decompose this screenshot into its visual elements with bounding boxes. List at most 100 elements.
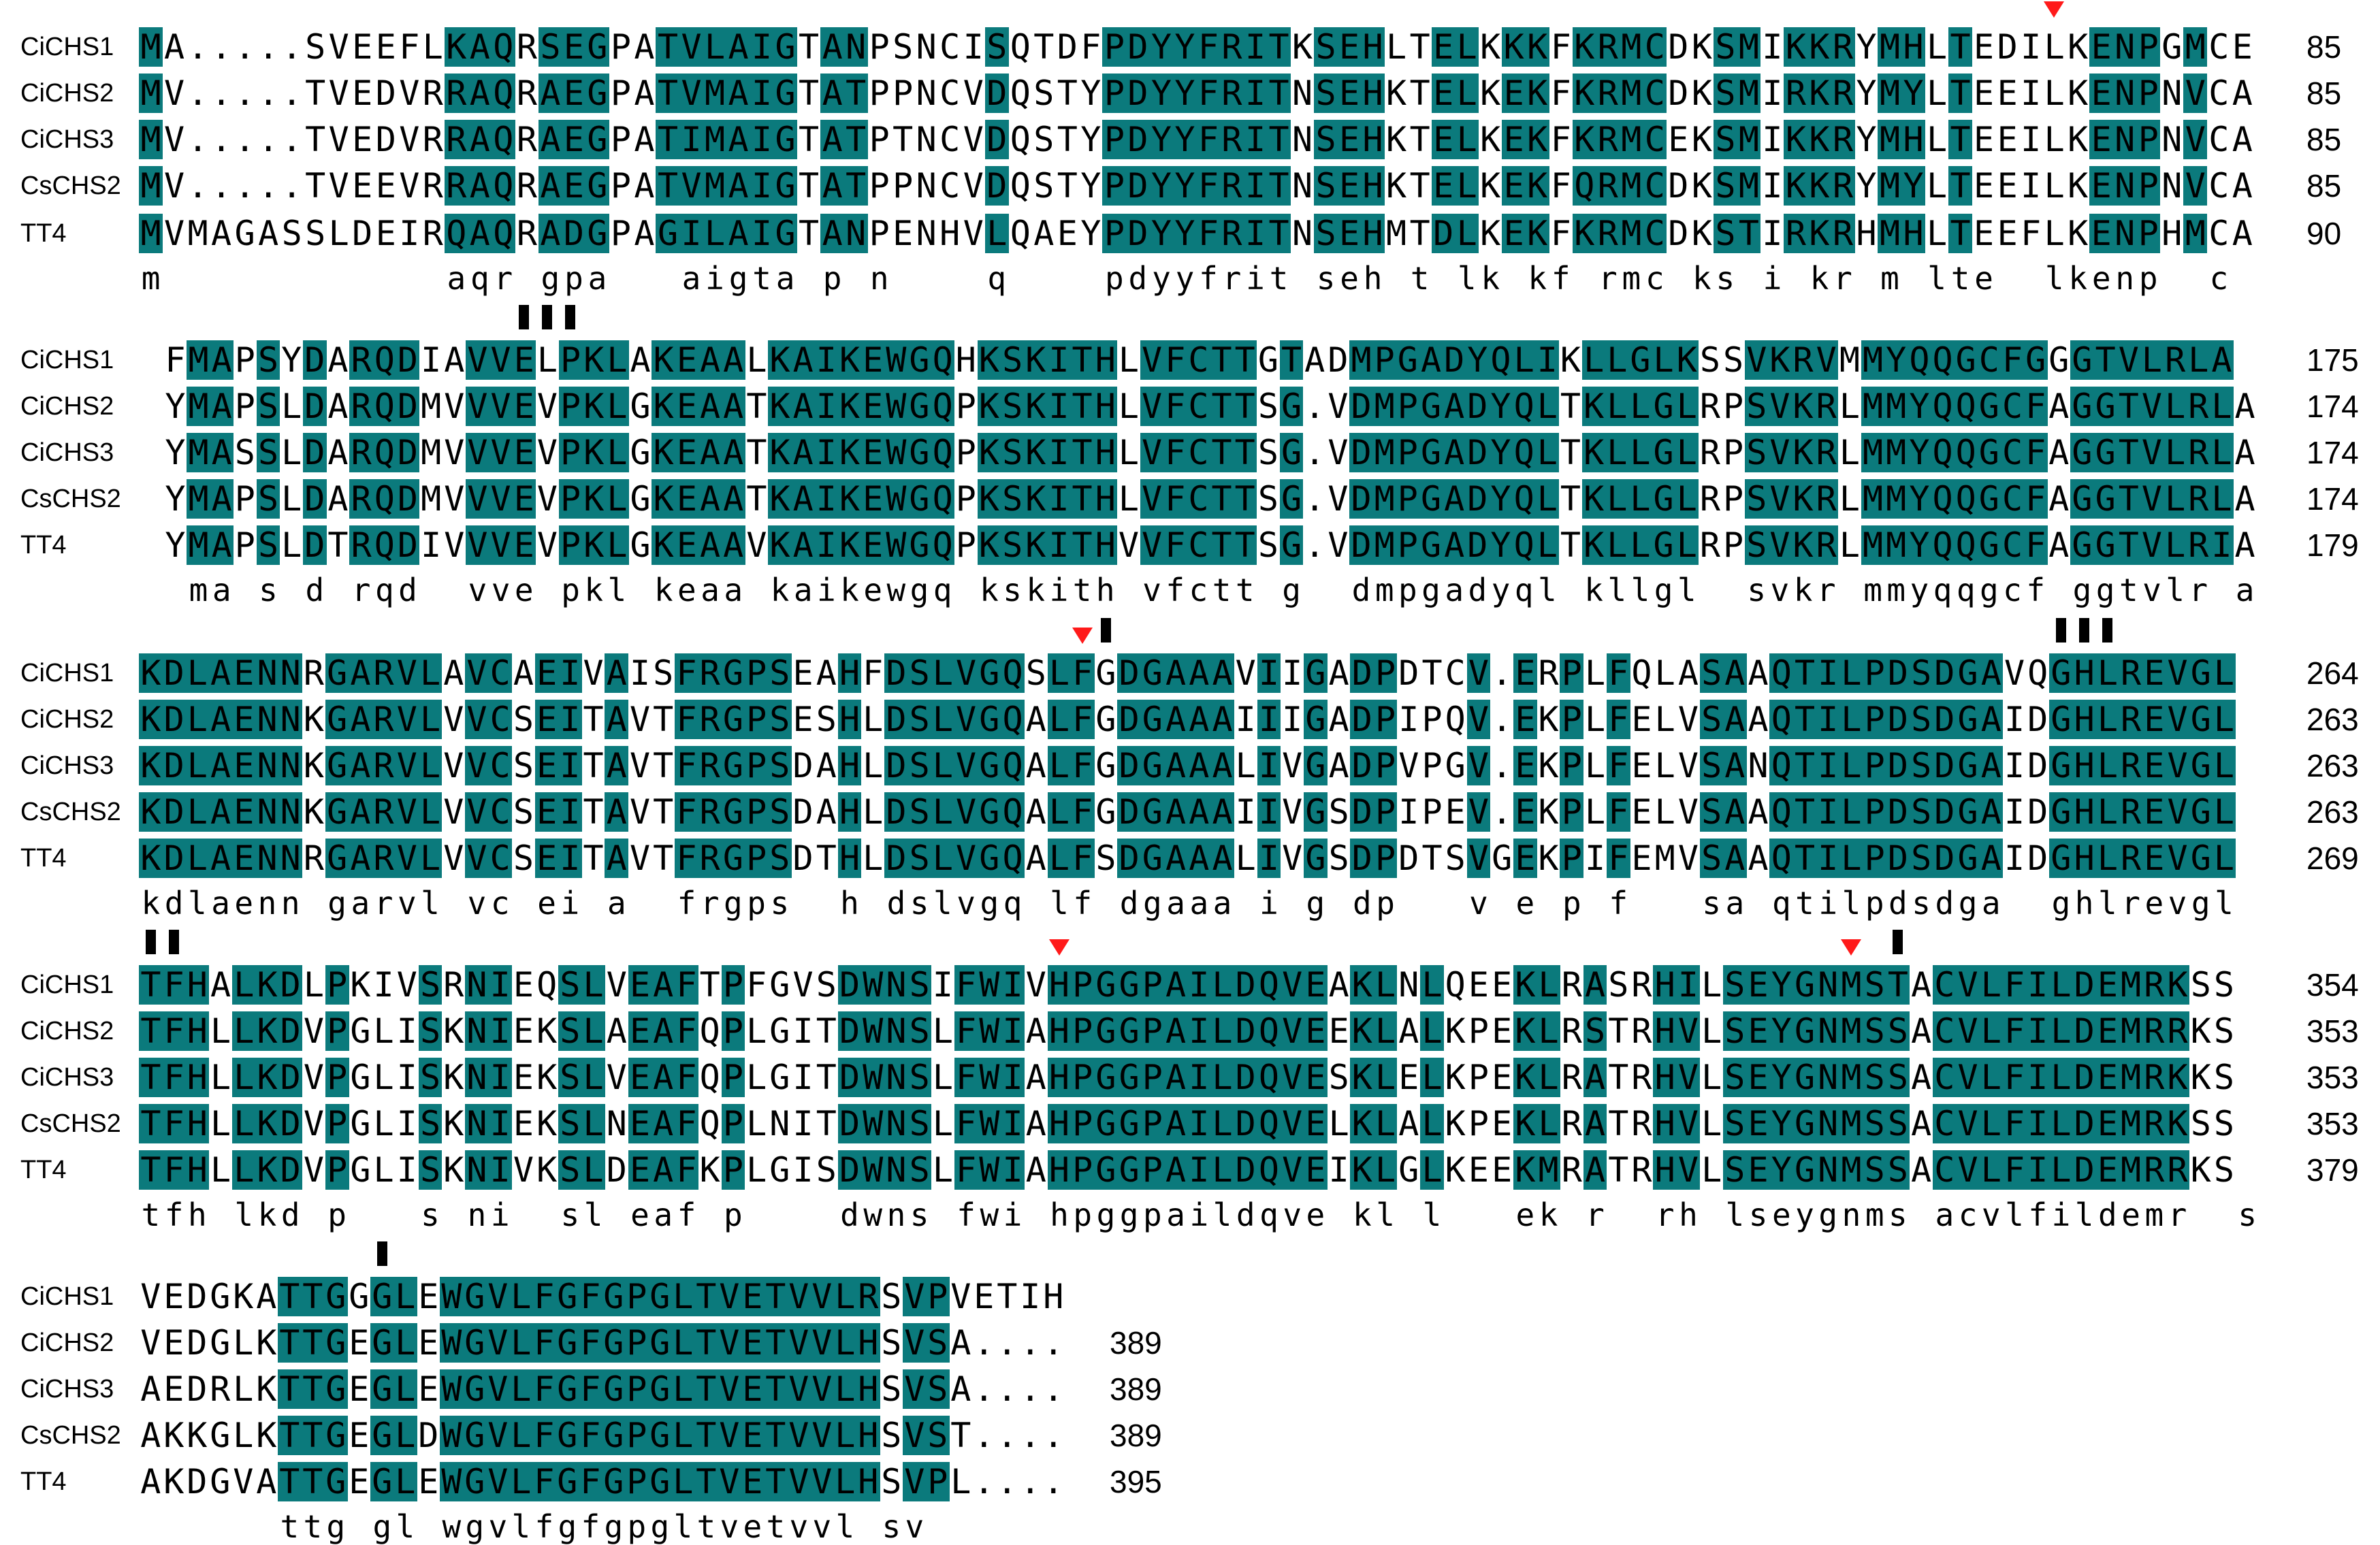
residue: G	[1792, 1011, 1817, 1051]
residue: F	[954, 1104, 978, 1143]
residue: T	[139, 1104, 163, 1143]
residue: M	[1839, 1150, 1863, 1190]
residue: H	[2072, 700, 2097, 739]
residue: V	[792, 965, 814, 1005]
residue: R	[444, 74, 468, 113]
residue: T	[764, 1416, 788, 1455]
residue: T	[694, 1416, 718, 1455]
residue: Q	[1001, 746, 1025, 785]
residue: N	[2161, 120, 2183, 159]
residue: R	[698, 653, 722, 693]
consensus-residue: k	[654, 572, 673, 608]
consensus-residue: f	[677, 885, 696, 922]
residue: F	[1163, 433, 1187, 472]
consensus-residue: h	[1050, 1197, 1069, 1233]
residue: R	[698, 700, 722, 739]
residue: M	[1737, 120, 1761, 159]
consensus-residue: t	[1212, 572, 1232, 608]
residue: V	[328, 27, 349, 67]
residue: I	[2025, 1150, 2050, 1190]
residue: V	[679, 166, 704, 206]
residue: D	[1350, 792, 1374, 832]
residue: G	[370, 1416, 394, 1455]
residue: Q	[1001, 700, 1025, 739]
residue: E	[1502, 214, 1526, 253]
residue: E	[163, 1323, 184, 1363]
residue: V	[466, 479, 489, 519]
residue: K	[652, 525, 676, 565]
residue: E	[2089, 214, 2114, 253]
residue: D	[162, 746, 187, 785]
residue: L	[1927, 166, 1948, 206]
residue: M	[1878, 74, 1902, 113]
residue: F	[675, 839, 698, 878]
residue: F	[675, 700, 698, 739]
residue: E	[375, 27, 396, 67]
sequence-name: CsCHS2	[20, 1421, 121, 1450]
residue: V	[1025, 965, 1046, 1005]
sequence-name: CiCHS3	[20, 751, 114, 780]
residue: P	[1421, 700, 1443, 739]
consensus-residue: k	[840, 572, 859, 608]
residue: H	[1901, 27, 1926, 67]
residue-count: 90	[2306, 216, 2342, 251]
residue: K	[1480, 27, 1501, 67]
residue: V	[1280, 1104, 1304, 1143]
residue: S	[1699, 792, 1724, 832]
residue: P	[869, 27, 890, 67]
residue: .	[1043, 1369, 1064, 1409]
residue: A	[538, 214, 562, 253]
residue: G	[2070, 433, 2094, 472]
residue: T	[892, 120, 914, 159]
residue: M	[1372, 479, 1397, 519]
residue: W	[861, 1011, 885, 1051]
residue: .	[997, 1323, 1018, 1363]
residue: D	[1117, 746, 1142, 785]
residue: F	[1163, 525, 1187, 565]
residue: G	[2023, 340, 2048, 380]
residue: G	[907, 433, 931, 472]
residue: T	[843, 74, 868, 113]
residue: F	[2002, 965, 2027, 1005]
residue: R	[1631, 1104, 1652, 1143]
residue: A	[1187, 746, 1211, 785]
consensus-residue: g	[728, 260, 748, 297]
residue: P	[1560, 653, 1584, 693]
residue: L	[2095, 839, 2120, 878]
residue: A	[327, 433, 349, 472]
residue: A	[721, 525, 745, 565]
residue: S	[1886, 1104, 1910, 1143]
residue: S	[926, 1369, 950, 1409]
residue: N	[916, 120, 937, 159]
residue: R	[2186, 525, 2210, 565]
residue: G	[1954, 340, 1978, 380]
residue: W	[977, 1150, 1001, 1190]
residue: F	[1080, 27, 1101, 67]
residue: Y	[1172, 214, 1197, 253]
consensus-residue: d	[1119, 885, 1139, 922]
residue: M	[1839, 1058, 1863, 1097]
residue: G	[1628, 340, 1652, 380]
consensus-residue: d	[1468, 572, 1488, 608]
consensus-residue: g	[465, 1508, 485, 1545]
residue: G	[721, 792, 745, 832]
residue: S	[2190, 1104, 2211, 1143]
consensus-residue: a	[211, 885, 230, 922]
residue: A	[1722, 839, 1747, 878]
consensus-residue: s	[1888, 1197, 1908, 1233]
residue: .	[1020, 1462, 1041, 1501]
residue: H	[856, 1323, 880, 1363]
residue: C	[939, 27, 961, 67]
residue: L	[1605, 479, 1629, 519]
residue: N	[884, 965, 908, 1005]
residue: I	[396, 1150, 417, 1190]
residue: G	[2049, 746, 2073, 785]
residue: E	[2089, 166, 2114, 206]
residue: K	[2166, 1058, 2189, 1097]
residue: L	[2212, 746, 2236, 785]
residue: A	[1911, 1150, 1932, 1190]
residue: L	[605, 387, 629, 426]
consensus-residue: e	[1974, 260, 1993, 297]
residue: N	[884, 1150, 908, 1190]
residue: L	[1537, 1058, 1560, 1097]
